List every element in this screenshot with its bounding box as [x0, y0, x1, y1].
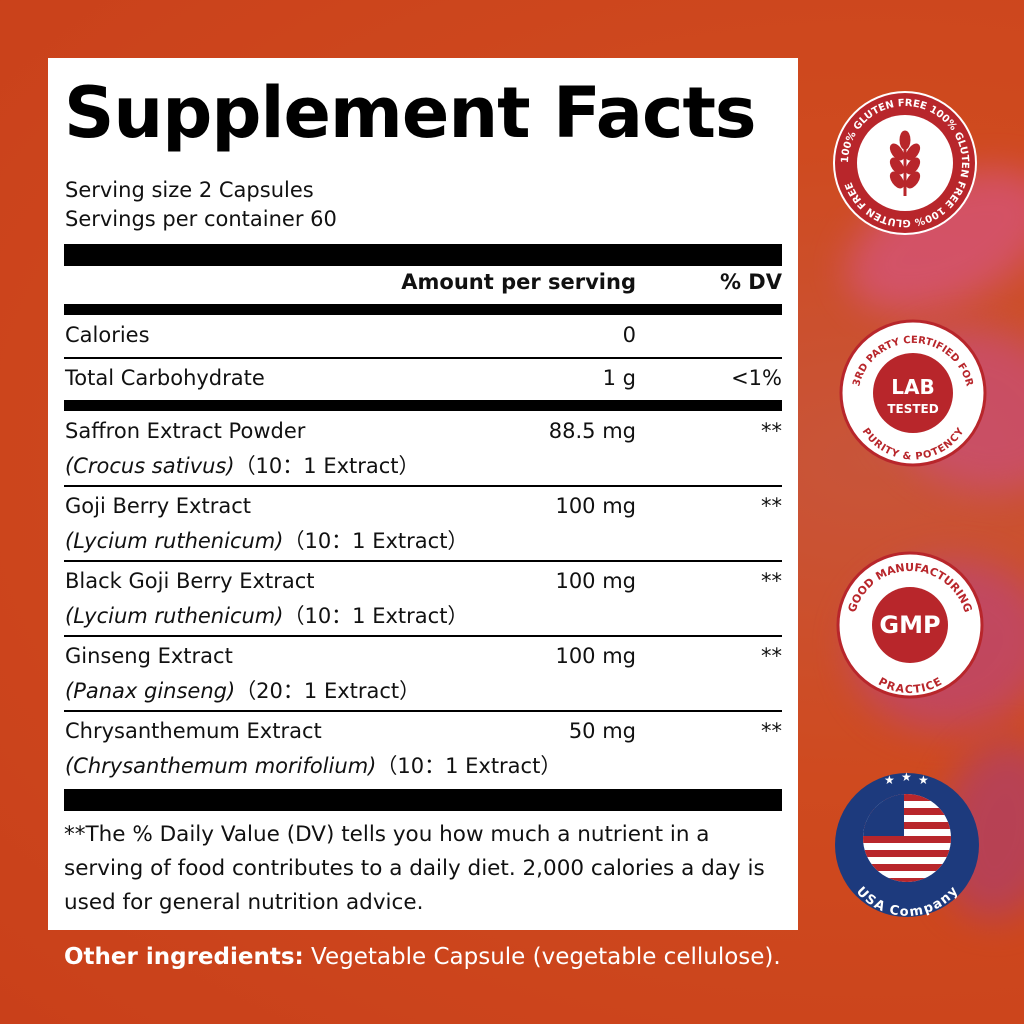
medium-divider	[64, 400, 782, 411]
nutrient-amount: 0	[622, 323, 636, 347]
nutrient-dv: <1%	[731, 366, 782, 390]
row-divider	[64, 635, 782, 637]
servings-per-container: Servings per container 60	[65, 207, 337, 231]
ingredient-source: (Panax ginseng)（20：1 Extract）	[65, 679, 421, 703]
other-ingredients-text: Vegetable Capsule (vegetable cellulose).	[303, 944, 781, 970]
svg-text:LAB: LAB	[891, 375, 934, 399]
ingredient-name: Goji Berry Extract	[65, 494, 252, 518]
ingredient-name: Black Goji Berry Extract	[65, 569, 315, 593]
row-divider	[64, 710, 782, 712]
ingredient-source: (Crocus sativus)（10：1 Extract）	[65, 454, 420, 478]
page-title: Supplement Facts	[64, 72, 757, 154]
ingredient-source: (Lycium ruthenicum)（10：1 Extract）	[65, 529, 469, 553]
ingredient-amount: 88.5 mg	[548, 419, 636, 443]
ingredient-dv: **	[761, 644, 782, 668]
row-divider	[64, 485, 782, 487]
ingredient-source: (Lycium ruthenicum)（10：1 Extract）	[65, 604, 469, 628]
gmp-badge: GOOD MANUFACTURING PRACTICE GMP	[836, 551, 984, 699]
thick-divider	[64, 789, 782, 811]
ingredient-dv: **	[761, 494, 782, 518]
ingredient-name: Ginseng Extract	[65, 644, 233, 668]
thick-divider	[64, 244, 782, 266]
ingredient-name: Saffron Extract Powder	[65, 419, 306, 443]
supplement-facts-panel: Supplement Facts Serving size 2 Capsules…	[48, 58, 798, 930]
amount-header: Amount per serving	[401, 270, 636, 294]
wheat-icon	[889, 130, 921, 196]
lab-tested-badge: 3RD PARTY CERTIFIED FOR PURITY & POTENCY…	[839, 319, 987, 467]
us-flag-icon	[863, 794, 951, 882]
ingredient-dv: **	[761, 719, 782, 743]
nutrient-name: Calories	[65, 323, 150, 347]
nutrient-name: Total Carbohydrate	[65, 366, 265, 390]
ingredient-amount: 100 mg	[555, 494, 636, 518]
dv-header: % DV	[719, 270, 782, 294]
svg-text:TESTED: TESTED	[887, 402, 938, 416]
ingredient-dv: **	[761, 419, 782, 443]
svg-text:★: ★	[901, 770, 912, 784]
ingredient-amount: 100 mg	[555, 644, 636, 668]
ingredient-amount: 50 mg	[568, 719, 636, 743]
svg-text:★: ★	[884, 773, 895, 787]
ingredient-name: Chrysanthemum Extract	[65, 719, 322, 743]
ingredient-source: (Chrysanthemum morifolium)（10：1 Extract）	[65, 754, 562, 778]
serving-size: Serving size 2 Capsules	[65, 178, 314, 202]
row-divider	[64, 357, 782, 359]
ingredient-amount: 100 mg	[555, 569, 636, 593]
other-ingredients-label: Other ingredients:	[64, 944, 304, 970]
row-divider	[64, 560, 782, 562]
medium-divider	[64, 304, 782, 315]
dv-footnote: **The % Daily Value (DV) tells you how m…	[64, 822, 765, 915]
svg-text:★: ★	[918, 773, 929, 787]
ingredient-dv: **	[761, 569, 782, 593]
usa-company-badge: ★ ★ ★ USA Company	[835, 770, 979, 920]
nutrient-amount: 1 g	[602, 366, 636, 390]
svg-text:GMP: GMP	[879, 611, 940, 639]
gluten-free-badge: 100% GLUTEN FREE 100% GLUTEN FREE 100% G…	[833, 91, 977, 235]
other-ingredients: Other ingredients: Vegetable Capsule (ve…	[64, 944, 781, 970]
